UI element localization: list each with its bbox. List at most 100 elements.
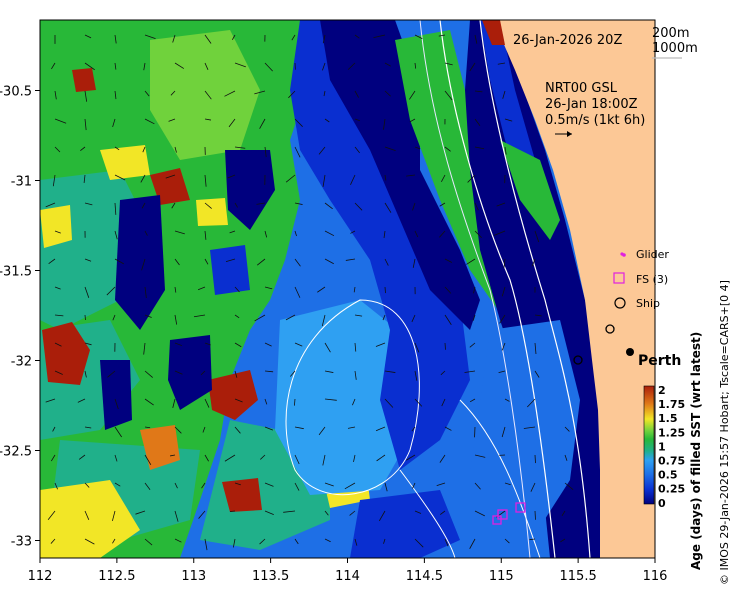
- current-arrow: [444, 258, 453, 263]
- current-arrow: [497, 62, 506, 65]
- current-arrow: [414, 146, 421, 150]
- current-arrow: [144, 454, 152, 466]
- current-arrow: [260, 454, 266, 460]
- current-arrow: [112, 314, 116, 321]
- colorbar-ticks: 21.751.51.251 0.750.50.250: [658, 384, 685, 510]
- current-arrow: [264, 398, 268, 405]
- current-arrow: [114, 146, 120, 151]
- current-arrow: [114, 62, 117, 70]
- current-arrow: [234, 398, 243, 403]
- current-arrow: [204, 34, 212, 44]
- isobath-1000m: [439, 20, 556, 558]
- y-tick-label: -31: [11, 175, 32, 190]
- current-arrow: [354, 90, 359, 98]
- current-arrow: [193, 314, 206, 318]
- current-arrow: [283, 510, 296, 513]
- current-arrow: [174, 314, 178, 325]
- current-arrow: [234, 286, 240, 293]
- current-arrow: [256, 202, 266, 205]
- current-arrow: [406, 174, 416, 177]
- current-arrow: [498, 370, 506, 374]
- current-arrow: [564, 426, 570, 432]
- place-label-perth: Perth: [638, 353, 681, 369]
- current-arrow: [378, 510, 386, 522]
- current-label-line1: NRT00 GSL: [545, 81, 618, 96]
- current-arrow: [494, 230, 506, 236]
- current-arrow: [204, 62, 209, 70]
- current-arrow: [234, 426, 241, 434]
- colorbar-tick-label: 0: [658, 497, 666, 510]
- current-arrow: [466, 258, 476, 265]
- eddy: [275, 300, 420, 495]
- current-arrow: [501, 426, 506, 438]
- current-arrow: [294, 118, 303, 127]
- date-label: 26-Jan-2026 20Z: [513, 33, 622, 48]
- current-arrow: [474, 34, 478, 44]
- current-label-line2: 26-Jan 18:00Z: [545, 97, 638, 112]
- current-arrow: [264, 370, 274, 373]
- current-arrow: [264, 230, 268, 238]
- current-arrow: [264, 62, 273, 72]
- credit-text: © IMOS 29-Jan-2026 15:57 Hobart; Tscale=…: [718, 280, 731, 585]
- current-arrow: [444, 342, 446, 350]
- current-arrow: [354, 202, 363, 211]
- current-arrow: [530, 482, 536, 492]
- current-arrow: [78, 454, 86, 460]
- current-arrow: [324, 538, 331, 543]
- current-arrow: [174, 426, 182, 434]
- map-field: [40, 20, 655, 558]
- y-tick-label: -33: [11, 535, 32, 550]
- current-arrow: [414, 34, 423, 39]
- current-arrow: [414, 230, 419, 238]
- current-arrow: [54, 314, 64, 317]
- current-arrow: [414, 342, 420, 353]
- current-arrow: [384, 90, 391, 97]
- legend-glider: Glider: [636, 248, 669, 261]
- current-arrow: [347, 62, 356, 70]
- current-arrow: [47, 510, 56, 520]
- current-arrow: [439, 202, 446, 207]
- current-arrow: [414, 370, 418, 381]
- current-arrow: [45, 398, 56, 403]
- current-arrow: [52, 426, 56, 432]
- current-arrow: [504, 146, 507, 155]
- current-arrow: [564, 482, 574, 490]
- legend-fs: FS (3): [636, 273, 668, 286]
- current-arrow: [321, 314, 326, 327]
- current-arrow: [114, 34, 117, 44]
- current-arrow: [144, 370, 153, 378]
- y-tick-label: -32: [11, 355, 32, 370]
- current-arrow: [264, 482, 274, 487]
- current-arrow: [285, 314, 296, 321]
- current-arrow: [322, 454, 326, 466]
- current-arrow: [474, 202, 479, 211]
- current-arrow: [439, 230, 446, 238]
- current-arrow: [174, 370, 183, 375]
- current-arrow: [502, 90, 506, 99]
- current-arrow: [232, 538, 236, 548]
- current-arrow: [405, 454, 416, 461]
- contour-legend-200: 200m: [652, 26, 689, 41]
- current-arrow: [414, 398, 423, 407]
- x-tick-label: 115.5: [560, 569, 597, 584]
- current-arrow: [473, 286, 476, 294]
- current-arrow: [474, 454, 486, 458]
- current-arrow: [174, 510, 179, 522]
- current-arrow: [412, 482, 416, 489]
- current-arrow: [414, 538, 424, 548]
- current-arrow: [529, 538, 536, 541]
- current-arrow: [143, 342, 146, 355]
- current-arrow: [474, 482, 481, 490]
- current-arrow: [324, 202, 333, 210]
- current-arrow: [231, 34, 236, 41]
- current-arrow: [285, 174, 296, 183]
- isobath-200m: [479, 20, 591, 558]
- current-arrow: [534, 454, 536, 464]
- current-arrow: [52, 174, 56, 187]
- colorbar-tick-label: 0.75: [658, 455, 685, 468]
- current-arrow: [534, 314, 542, 317]
- current-arrow: [144, 538, 153, 546]
- current-arrow: [440, 370, 446, 376]
- current-arrow: [294, 398, 296, 406]
- current-arrow: [84, 538, 95, 545]
